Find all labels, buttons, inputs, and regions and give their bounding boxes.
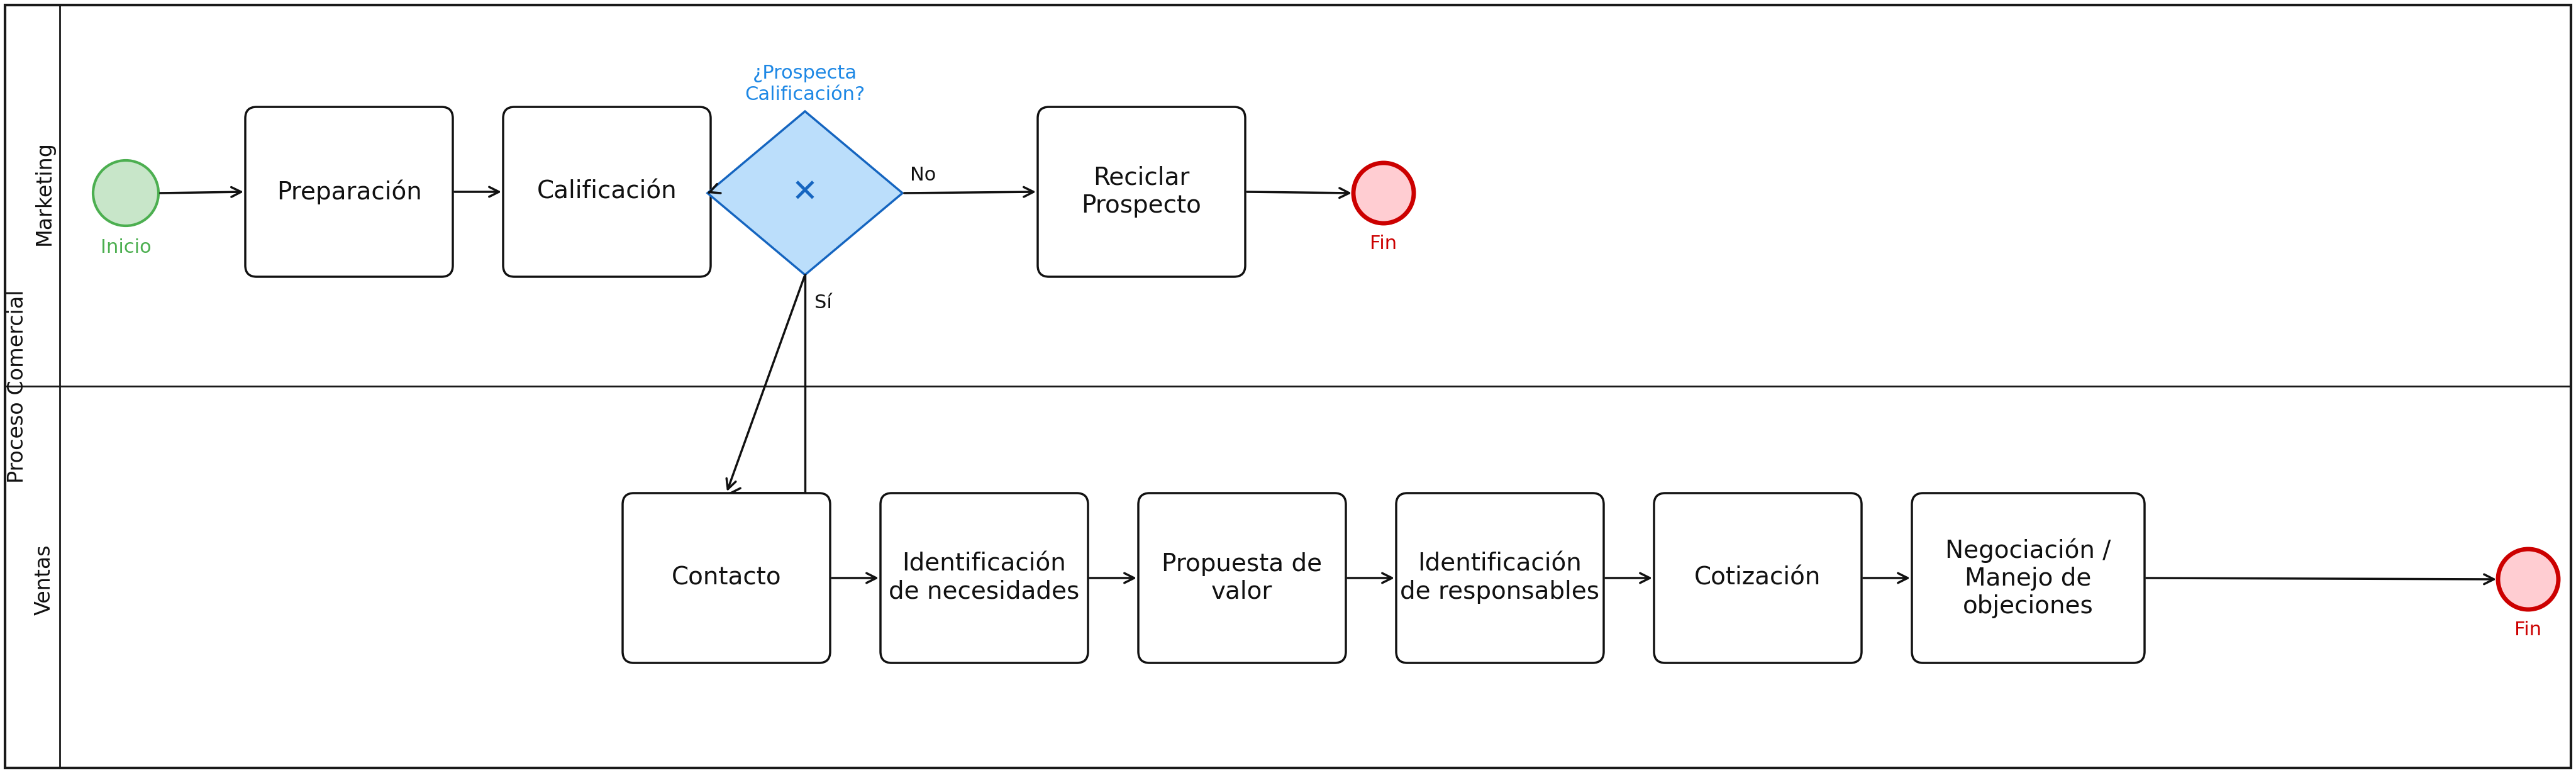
- FancyBboxPatch shape: [502, 107, 711, 277]
- FancyBboxPatch shape: [5, 5, 2571, 768]
- FancyBboxPatch shape: [623, 493, 829, 663]
- Text: Ventas: Ventas: [33, 544, 54, 615]
- Text: Contacto: Contacto: [672, 566, 781, 590]
- Circle shape: [93, 160, 160, 226]
- Text: Marketing: Marketing: [33, 141, 54, 245]
- FancyBboxPatch shape: [1139, 493, 1345, 663]
- Text: Fin: Fin: [2514, 621, 2543, 639]
- Text: Reciclar
Prospecto: Reciclar Prospecto: [1082, 166, 1200, 218]
- Text: Propuesta de
valor: Propuesta de valor: [1162, 552, 1321, 604]
- Text: Sí: Sí: [814, 294, 832, 312]
- Text: Cotización: Cotización: [1695, 566, 1821, 590]
- Polygon shape: [708, 111, 902, 275]
- Text: Calificación: Calificación: [536, 180, 677, 204]
- FancyBboxPatch shape: [1911, 493, 2146, 663]
- Circle shape: [1352, 163, 1414, 223]
- Text: No: No: [909, 166, 935, 184]
- Circle shape: [2499, 549, 2558, 609]
- Text: Identificación
de responsables: Identificación de responsables: [1401, 552, 1600, 604]
- Text: ✕: ✕: [791, 178, 819, 208]
- FancyBboxPatch shape: [245, 107, 453, 277]
- FancyBboxPatch shape: [1654, 493, 1862, 663]
- Text: Inicio: Inicio: [100, 238, 152, 257]
- Text: Proceso Comercial: Proceso Comercial: [8, 290, 28, 483]
- Text: Identificación
de necesidades: Identificación de necesidades: [889, 552, 1079, 604]
- Text: Negociación /
Manejo de
objeciones: Negociación / Manejo de objeciones: [1945, 538, 2112, 618]
- Text: Preparación: Preparación: [276, 179, 422, 204]
- Text: Fin: Fin: [1370, 234, 1396, 253]
- FancyBboxPatch shape: [881, 493, 1087, 663]
- Text: ¿Prospecta
Calificación?: ¿Prospecta Calificación?: [744, 64, 866, 104]
- FancyBboxPatch shape: [1396, 493, 1605, 663]
- FancyBboxPatch shape: [1038, 107, 1244, 277]
